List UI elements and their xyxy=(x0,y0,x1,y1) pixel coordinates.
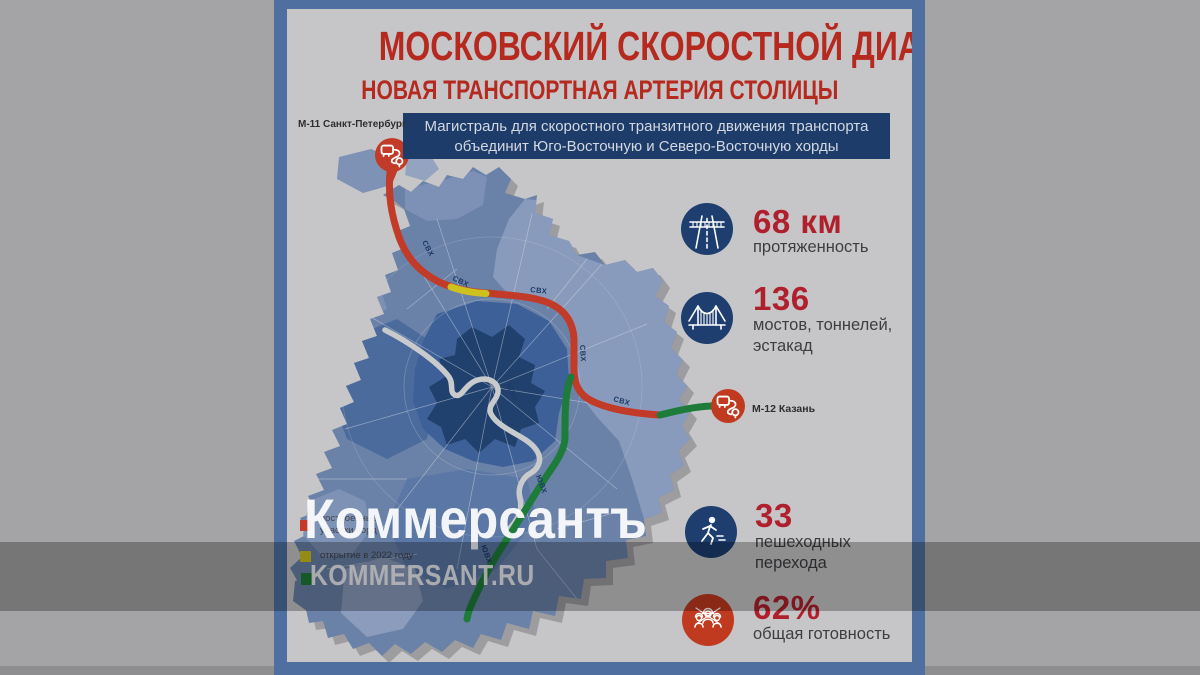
road-label: СВХ xyxy=(578,345,588,363)
legend-label-line: построенные xyxy=(320,513,378,524)
page-title-line2: НОВАЯ ТРАНСПОРТНАЯ АРТЕРИЯ СТОЛИЦЫ xyxy=(360,75,839,105)
stat-value: 68 км xyxy=(753,203,843,240)
pedestrian-icon xyxy=(685,506,737,558)
bottom-dim-strip-right xyxy=(925,666,1200,675)
legend-swatch-green xyxy=(301,573,313,585)
road-svh-red xyxy=(385,168,664,419)
legend-swatch-red xyxy=(300,520,311,531)
legend-label-line: участки хорд xyxy=(320,524,377,536)
legend-swatch-yellow xyxy=(300,551,311,562)
watermark-kommersant: Коммерсантъ xyxy=(304,487,647,550)
subtitle-line1: Магистраль для скоростного транзитного д… xyxy=(424,118,869,135)
road-label: СВХ xyxy=(530,285,548,296)
m11-pin-icon xyxy=(375,138,409,184)
stat-label-line: перехода xyxy=(755,553,827,572)
legend-label-line: открытие в 2022 году xyxy=(320,550,414,561)
stat-label: протяженность xyxy=(753,237,868,258)
stat-label: пешеходных перехода xyxy=(755,532,851,573)
stat-label: мостов, тоннелей, эстакад xyxy=(753,315,892,356)
stat-value: 33 xyxy=(755,497,793,534)
stat-label-line: протяженность xyxy=(753,238,869,256)
stat-label-line: мостов, тоннелей, xyxy=(753,316,893,334)
bottom-dim-strip-left xyxy=(0,666,274,675)
road-m12-green xyxy=(656,402,715,419)
moscow-map: СВХ СВХ СВХ СВХ СВХ ЮВХ ЮВХ ЮВХ xyxy=(290,138,745,662)
m12-pin-icon xyxy=(711,389,745,423)
map-exclaves xyxy=(293,149,439,637)
moskva-river xyxy=(382,327,543,532)
stat-label: общая готовность xyxy=(753,624,890,645)
stat-value: 136 xyxy=(753,280,810,317)
stat-label-line: общая готовность xyxy=(753,625,891,643)
m12-endpoint-label: М-12 Казань xyxy=(752,403,816,415)
bridge-icon xyxy=(681,292,733,344)
workers-icon xyxy=(682,594,734,646)
stat-value: 62% xyxy=(753,589,821,626)
infographic-card: СВХ СВХ СВХ СВХ СВХ ЮВХ ЮВХ ЮВХ xyxy=(274,0,925,675)
dim-band-overlay xyxy=(0,542,1200,611)
m11-endpoint-label: М-11 Санкт-Петербург xyxy=(298,119,407,130)
road-2022-yellow xyxy=(447,283,490,297)
stat-label-line: пешеходных xyxy=(755,533,851,551)
page-title-line1: МОСКОВСКИЙ СКОРОСТНОЙ ДИАМЕТР - xyxy=(378,23,912,69)
watermark-kommersant-ru: KOMMERSANT.RU xyxy=(310,560,535,592)
subtitle-line2: объединит Юго-Восточную и Северо-Восточн… xyxy=(454,137,839,155)
stat-label-line: эстакад xyxy=(753,336,813,355)
subtitle-banner: Магистраль для скоростного транзитного д… xyxy=(403,113,890,159)
infographic-body: СВХ СВХ СВХ СВХ СВХ ЮВХ ЮВХ ЮВХ xyxy=(287,9,912,662)
highway-icon xyxy=(681,203,733,255)
road-yuvh-green xyxy=(463,373,575,623)
